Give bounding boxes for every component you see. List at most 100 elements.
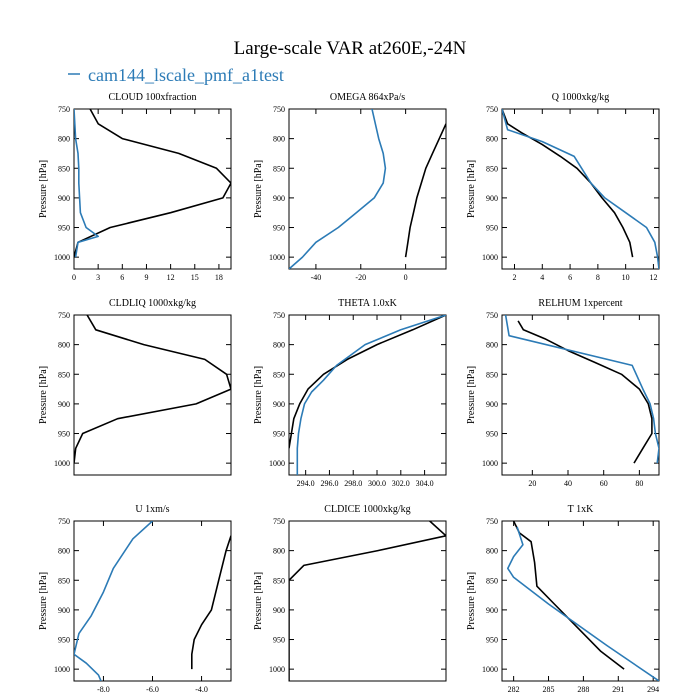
y-tick-label: 1000 [269,665,285,674]
y-tick-label: 750 [58,311,70,320]
x-tick-label: 10 [622,273,630,282]
panel-title: CLDLIQ 1000xkg/kg [109,298,196,309]
legend: cam144_lscale_pmf_a1test [68,65,284,85]
plot-frame [73,314,232,476]
y-tick-label: 900 [486,400,498,409]
y-tick-label: 900 [58,606,70,615]
series-line [289,109,387,269]
chart-panel: Q 1000xkg/kg Pressure [hPa] 750 800 850 900 95… [466,92,660,282]
y-tick-label: 900 [273,606,285,615]
y-tick-label: 950 [58,430,70,439]
y-tick-label: 950 [486,430,498,439]
series-line [296,315,446,475]
panel-title: CLOUD 100xfraction [108,92,196,103]
y-tick-label: 1000 [269,459,285,468]
y-tick-label: 750 [486,517,498,526]
series-line [74,521,154,681]
x-tick-label: 298.0 [344,479,362,488]
series-line [506,526,659,681]
x-tick-label: 6 [120,273,124,282]
x-tick-label: 40 [564,479,572,488]
x-tick-label: 60 [600,479,608,488]
chart-panel: THETA 1.0xK Pressure [hPa] 750 800 850 900 950… [253,298,447,488]
plot-frame [288,108,447,270]
series-line [404,123,446,258]
legend-label: cam144_lscale_pmf_a1test [88,65,284,85]
panel-title: T 1xK [568,504,594,515]
y-tick-label: 950 [273,636,285,645]
y-tick-label: 750 [273,517,285,526]
y-tick-label: 850 [273,164,285,173]
y-tick-label: 850 [58,576,70,585]
y-axis-label: Pressure [hPa] [253,572,264,630]
y-tick-label: 750 [58,517,70,526]
series-line [517,320,653,464]
panel-title: OMEGA 864xPa/s [330,92,405,103]
x-tick-label: 15 [191,273,199,282]
y-axis-label: Pressure [hPa] [466,572,477,630]
panel-title: CLDICE 1000xkg/kg [324,504,410,515]
series-line [512,521,625,670]
y-tick-label: 1000 [54,459,70,468]
x-tick-label: 2 [513,273,517,282]
y-tick-label: 1000 [54,253,70,262]
y-tick-label: 950 [58,636,70,645]
y-tick-label: 1000 [482,253,498,262]
panel-title: U 1xm/s [135,504,169,515]
x-tick-label: 296.0 [320,479,338,488]
series-line [502,109,659,269]
plot-frame [501,108,660,270]
x-tick-label: 304.0 [416,479,434,488]
x-tick-label: 294.0 [297,479,315,488]
panel-title: RELHUM 1xpercent [538,298,622,309]
y-axis-label: Pressure [hPa] [466,160,477,218]
x-tick-label: 294 [647,685,659,694]
y-tick-label: 1000 [269,253,285,262]
y-tick-label: 800 [273,547,285,556]
x-tick-label: -20 [355,273,366,282]
y-tick-label: 800 [486,341,498,350]
plot-frame [73,108,232,270]
x-tick-label: 12 [167,273,175,282]
y-tick-label: 800 [486,135,498,144]
y-tick-label: 1000 [54,665,70,674]
panels-grid: CLOUD 100xfraction Pressure [hPa] 750 800 85… [38,92,660,694]
x-tick-label: 3 [96,273,100,282]
x-tick-label: 20 [528,479,536,488]
series-line [74,109,231,258]
y-tick-label: 900 [58,194,70,203]
y-tick-label: 750 [273,311,285,320]
y-tick-label: 950 [486,636,498,645]
series-line [74,109,99,258]
y-axis-label: Pressure [hPa] [466,366,477,424]
y-tick-label: 800 [273,135,285,144]
series-line [289,521,446,681]
plot-frame [501,314,660,476]
y-tick-label: 950 [273,430,285,439]
panel-title: Q 1000xkg/kg [552,92,610,103]
y-tick-label: 800 [486,547,498,556]
panel-title: THETA 1.0xK [338,298,397,309]
x-tick-label: 302.0 [392,479,410,488]
y-axis-label: Pressure [hPa] [38,572,49,630]
x-tick-label: 12 [649,273,657,282]
y-tick-label: 1000 [482,459,498,468]
y-tick-label: 1000 [482,665,498,674]
x-tick-label: 8 [596,273,600,282]
y-tick-label: 950 [486,224,498,233]
y-tick-label: 850 [486,164,498,173]
series-line [504,315,659,464]
y-tick-label: 950 [58,224,70,233]
y-tick-label: 850 [486,370,498,379]
figure-title: Large-scale VAR at260E,-24N [234,38,467,59]
y-tick-label: 900 [486,606,498,615]
y-tick-label: 900 [486,194,498,203]
y-tick-label: 800 [273,341,285,350]
chart-panel: U 1xm/s Pressure [hPa] 750 800 850 900 950 1000… [38,504,232,694]
y-axis-label: Pressure [hPa] [253,366,264,424]
y-axis-label: Pressure [hPa] [38,160,49,218]
y-tick-label: 750 [486,311,498,320]
chart-panel: CLDICE 1000xkg/kg Pressure [hPa] 750 800 850… [253,504,447,682]
x-tick-label: 285 [543,685,555,694]
